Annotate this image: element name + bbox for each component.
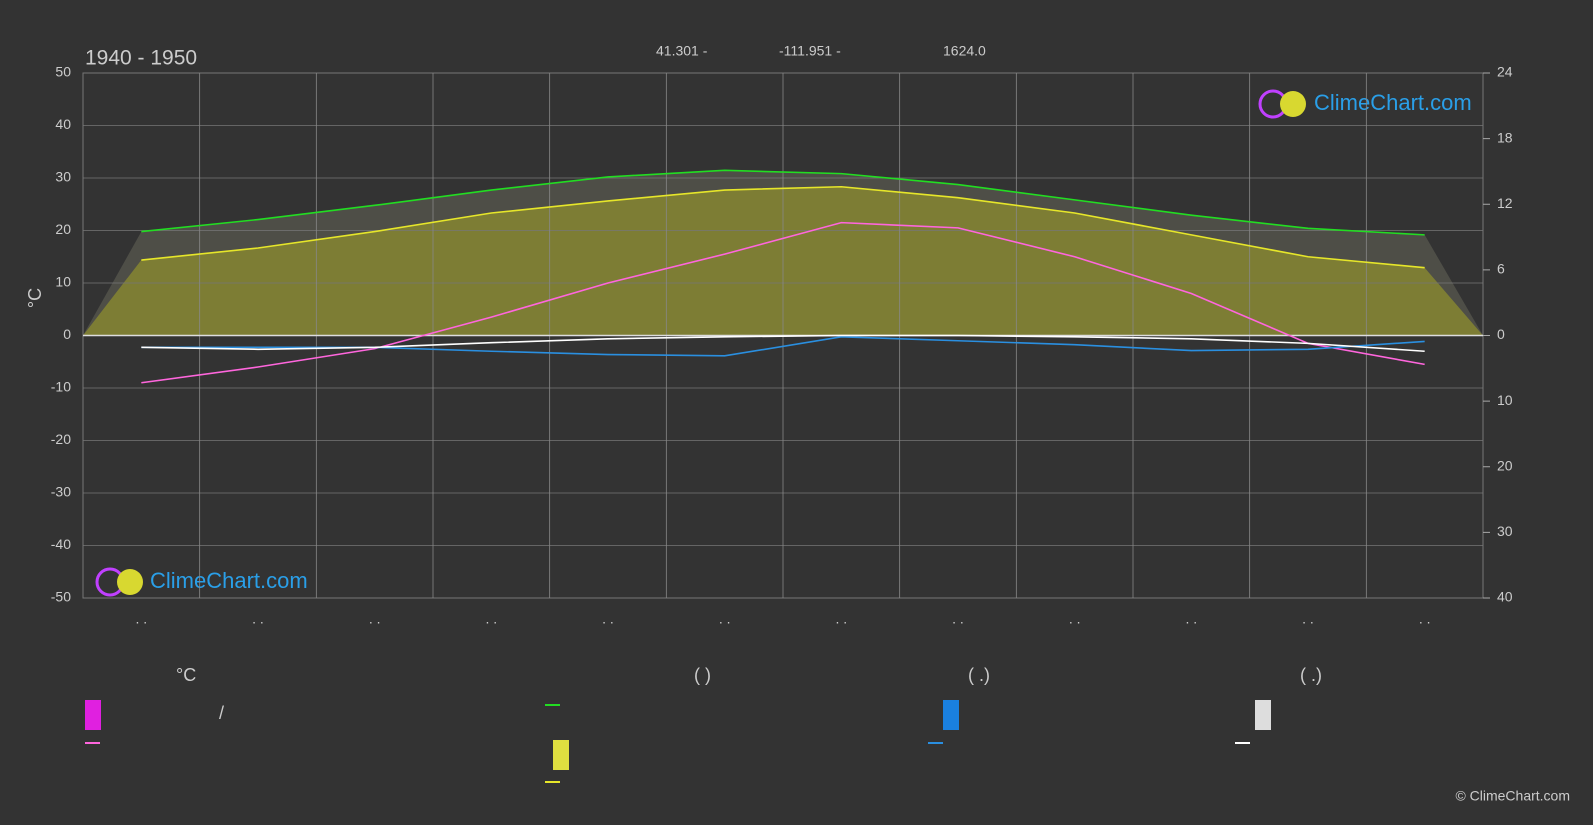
logo: [117, 569, 143, 595]
legend-swatch: [943, 700, 959, 730]
y-axis-label: °C: [25, 288, 45, 308]
y2-tick-label: 6: [1497, 261, 1505, 277]
watermark: ClimeChart.com: [1314, 90, 1472, 115]
legend-header: ( .): [1300, 665, 1322, 685]
legend-swatch: [85, 700, 101, 730]
series-line: [141, 221, 1425, 384]
y2-tick-label: 0: [1497, 326, 1505, 342]
y-tick-label: 20: [55, 221, 71, 237]
y3-tick-label: 40: [1497, 589, 1513, 605]
y-tick-label: -20: [51, 431, 71, 447]
x-tick-label: . .: [1302, 611, 1314, 627]
elevation: 1624.0: [943, 43, 986, 59]
longitude: -111.951 -: [779, 43, 841, 59]
y3-tick-label: 30: [1497, 523, 1513, 539]
x-tick-label: . .: [1185, 611, 1197, 627]
x-tick-label: . .: [952, 611, 964, 627]
legend-note: /: [219, 703, 224, 723]
legend-header: ( .): [968, 665, 990, 685]
legend-header: °C: [176, 665, 196, 685]
y-tick-label: -50: [51, 589, 71, 605]
y-tick-label: 10: [55, 274, 71, 290]
copyright: © ClimeChart.com: [1455, 788, 1570, 804]
series-line: [141, 169, 1425, 236]
x-tick-label: . .: [835, 611, 847, 627]
x-tick-label: . .: [135, 611, 147, 627]
y3-tick-label: 20: [1497, 457, 1513, 473]
y-tick-label: -10: [51, 379, 71, 395]
series-line: [141, 185, 1425, 269]
chart-title: 1940 - 1950: [85, 47, 197, 70]
x-tick-label: . .: [485, 611, 497, 627]
y-tick-label: 40: [55, 116, 71, 132]
series-line: [141, 334, 1425, 353]
latitude: 41.301 -: [656, 43, 708, 59]
legend-header: ( ): [694, 665, 711, 685]
y2-tick-label: 12: [1497, 195, 1513, 211]
y2-tick-label: 24: [1497, 64, 1513, 80]
y3-tick-label: 10: [1497, 392, 1513, 408]
y-tick-label: 30: [55, 169, 71, 185]
x-tick-label: . .: [1419, 611, 1431, 627]
y-tick-label: -30: [51, 484, 71, 500]
watermark: ClimeChart.com: [150, 568, 308, 593]
legend-swatch: [553, 740, 569, 770]
x-tick-label: . .: [369, 611, 381, 627]
x-tick-label: . .: [1069, 611, 1081, 627]
y-tick-label: 0: [63, 326, 71, 342]
x-tick-label: . .: [602, 611, 614, 627]
legend-swatch: [1255, 700, 1271, 730]
x-tick-label: . .: [719, 611, 731, 627]
y-tick-label: -40: [51, 536, 71, 552]
x-tick-label: . .: [252, 611, 264, 627]
y-tick-label: 50: [55, 64, 71, 80]
logo: [1280, 91, 1306, 117]
y2-tick-label: 18: [1497, 129, 1513, 145]
